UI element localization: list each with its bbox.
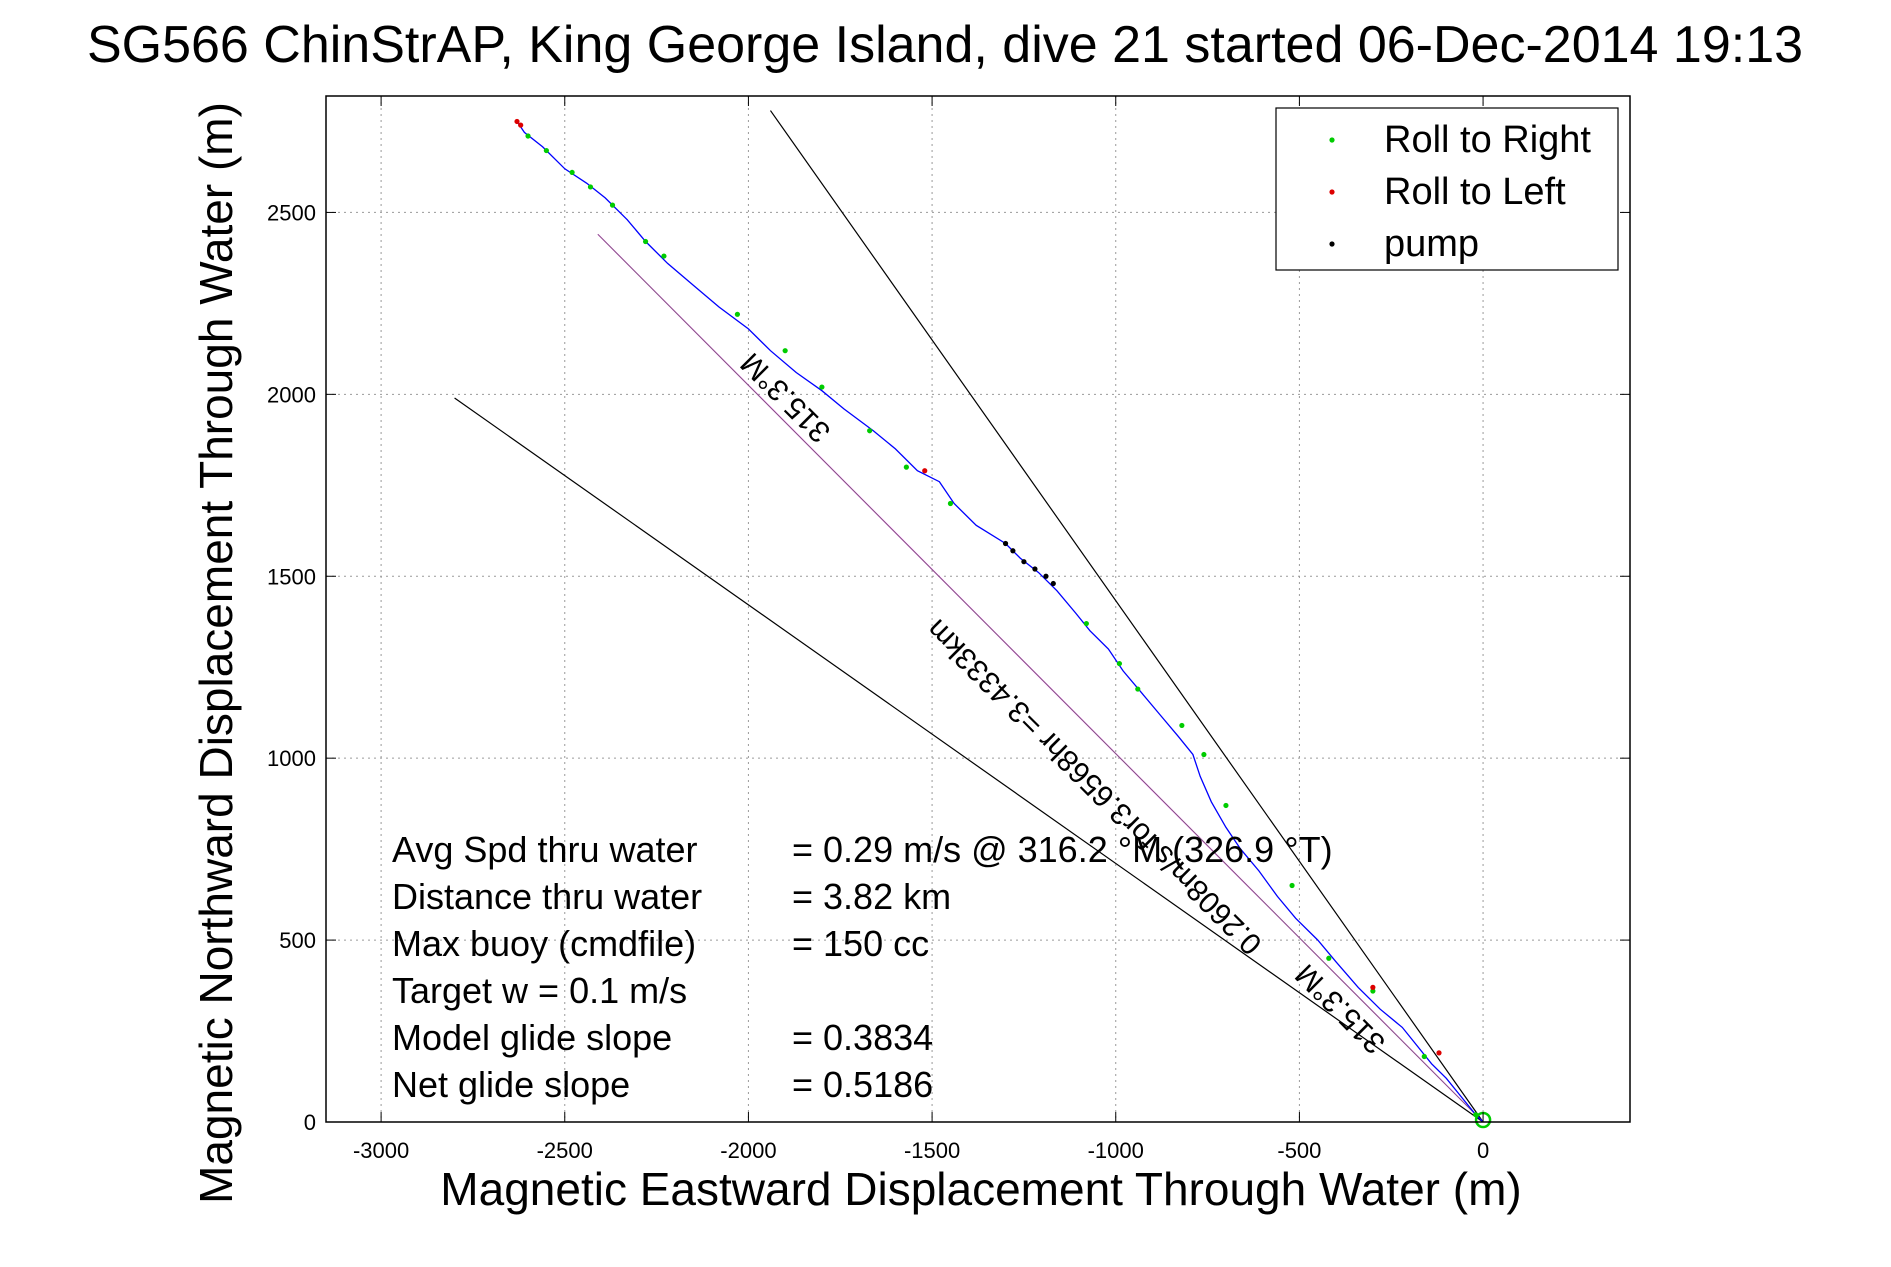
stat-value: = 3.82 km	[792, 876, 951, 917]
x-tick-label: -1500	[904, 1138, 960, 1163]
pump-point	[1021, 559, 1027, 565]
roll-right-point	[661, 253, 667, 259]
roll-left-point	[1436, 1050, 1442, 1056]
x-tick-label: -1000	[1088, 1138, 1144, 1163]
legend-label: Roll to Left	[1384, 171, 1566, 213]
stat-label: Model glide slope	[392, 1017, 672, 1058]
pump-point	[1002, 540, 1009, 547]
line-label: 315.3°M	[1289, 957, 1392, 1060]
x-tick-label: -2000	[720, 1138, 776, 1163]
roll-right-point	[525, 133, 531, 139]
x-tick-label: -3000	[353, 1138, 409, 1163]
roll-right-point	[947, 500, 954, 507]
legend-marker	[1329, 189, 1335, 195]
line-label: 315.3°M	[734, 346, 837, 449]
chart-title: SG566 ChinStrAP, King George Island, div…	[87, 16, 1803, 74]
stats-annotation: Avg Spd thru water = 0.29 m/s @ 316.2 °M …	[392, 829, 1333, 1105]
x-axis-label: Magnetic Eastward Displacement Through W…	[440, 1163, 1521, 1215]
stat-value: = 0.29 m/s @ 316.2 °M (326.9 °T)	[792, 829, 1333, 870]
roll-right-point	[1223, 802, 1229, 809]
roll-right-point	[1326, 955, 1332, 961]
roll-right-point	[734, 311, 741, 317]
roll-left-point	[922, 468, 928, 474]
legend: Roll to Right Roll to Left pump	[1275, 107, 1619, 271]
stat-value: = 150 cc	[792, 923, 929, 964]
y-tick-label: 0	[304, 1110, 316, 1135]
pump-point	[1050, 580, 1056, 587]
track-series	[516, 121, 1484, 1123]
y-tick-label: 2500	[267, 200, 316, 225]
roll-right-point	[1116, 660, 1123, 667]
roll-right-point	[903, 464, 909, 470]
roll-right-point	[609, 202, 616, 208]
x-tick-label: -2500	[537, 1138, 593, 1163]
pump-point	[1032, 566, 1038, 572]
roll-right-point	[1135, 686, 1141, 692]
stat-label: Max buoy (cmdfile)	[392, 923, 696, 964]
stat-label: Distance thru water	[392, 876, 702, 917]
stat-label: Target w = 0.1 m/s	[392, 970, 687, 1011]
dive-track	[516, 121, 1484, 1123]
legend-label: Roll to Right	[1384, 119, 1591, 161]
roll-right-point	[587, 184, 594, 190]
roll-right-point	[642, 238, 649, 245]
roll-right-point	[782, 348, 788, 354]
plot-frame	[325, 95, 1631, 1123]
reference-line	[597, 233, 1484, 1123]
y-axis-label: Magnetic Northward Displacement Through …	[190, 102, 242, 1204]
roll-right-point	[1201, 751, 1207, 758]
reference-line	[454, 397, 1484, 1123]
roll-right-point	[1083, 620, 1089, 627]
y-tick-label: 1000	[267, 746, 316, 771]
reference-line	[769, 110, 1484, 1123]
roll-right-point	[819, 384, 825, 390]
y-tick-label: 1500	[267, 564, 316, 589]
roll-left-point	[518, 122, 524, 128]
roll-left-point	[514, 118, 520, 125]
roll-right-point	[1421, 1053, 1427, 1060]
roll-right-point	[1289, 882, 1295, 889]
reference-lines	[454, 110, 1484, 1123]
x-tick-label: -500	[1277, 1138, 1321, 1163]
roll-right-point	[867, 428, 873, 434]
roll-right-point	[1179, 722, 1185, 729]
legend-label: pump	[1384, 223, 1479, 265]
roll-right-point	[543, 147, 549, 154]
y-tick-label: 2000	[267, 382, 316, 407]
line-label: 0.2608m/s for3.6568hr =3.4333km	[920, 613, 1268, 961]
axis-ticks: -3000 -2500 -2000 -1500 -1000 -500 0 0 500 1000 15…	[267, 96, 1630, 1163]
roll-right-point	[1370, 988, 1376, 994]
pump-point	[1043, 573, 1049, 579]
x-tick-label: 0	[1477, 1138, 1489, 1163]
legend-marker	[1329, 241, 1335, 247]
pump-point	[1010, 548, 1016, 554]
stat-value: = 0.3834	[792, 1017, 933, 1058]
roll-left-point	[1370, 984, 1376, 990]
stat-label: Net glide slope	[392, 1064, 630, 1105]
stat-label: Avg Spd thru water	[392, 829, 698, 870]
roll-right-point	[569, 169, 575, 176]
legend-marker	[1329, 137, 1335, 143]
stat-value: = 0.5186	[792, 1064, 933, 1105]
y-tick-label: 500	[279, 928, 316, 953]
